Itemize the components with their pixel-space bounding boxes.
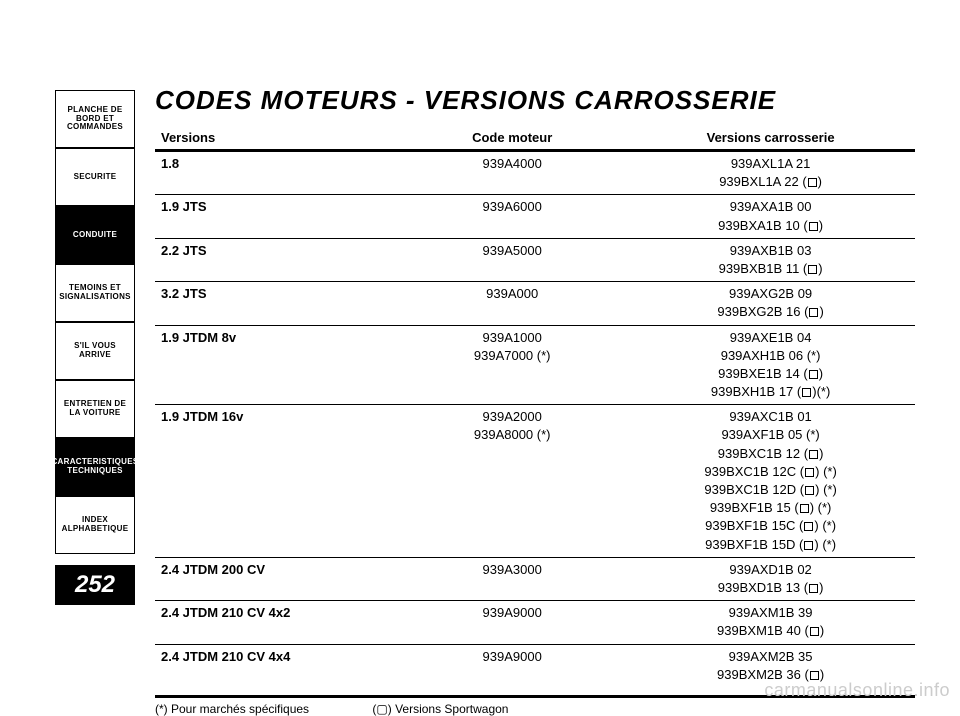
cell-code: 939A5000 [398,238,626,281]
sidebar-tabs: PLANCHE DE BORD ET COMMANDES SECURITE CO… [55,90,135,554]
cell-version: 2.4 JTDM 210 CV 4x4 [155,644,398,687]
cell-version: 2.4 JTDM 200 CV [155,557,398,600]
page-title: CODES MOTEURS - VERSIONS CARROSSERIE [155,85,915,116]
cell-code: 939A000 [398,282,626,325]
cell-version: 2.2 JTS [155,238,398,281]
col-carrosserie: Versions carrosserie [626,126,915,151]
cell-code: 939A4000 [398,151,626,195]
cell-version: 1.9 JTS [155,195,398,238]
tab-planche: PLANCHE DE BORD ET COMMANDES [55,90,135,148]
cell-carrosserie: 939AXD1B 02939BXD1B 13 () [626,557,915,600]
tab-caracteristiques: CARACTERISTIQUES TECHNIQUES [55,438,135,496]
cell-version: 1.9 JTDM 8v [155,325,398,405]
cell-version: 3.2 JTS [155,282,398,325]
cell-carrosserie: 939AXG2B 09939BXG2B 16 () [626,282,915,325]
tab-arrive: S'IL VOUS ARRIVE [55,322,135,380]
cell-carrosserie: 939AXL1A 21939BXL1A 22 () [626,151,915,195]
table-row: 3.2 JTS939A000939AXG2B 09939BXG2B 16 () [155,282,915,325]
spec-table: Versions Code moteur Versions carrosseri… [155,126,915,687]
col-versions: Versions [155,126,398,151]
cell-carrosserie: 939AXA1B 00939BXA1B 10 () [626,195,915,238]
table-row: 2.4 JTDM 210 CV 4x2939A9000939AXM1B 3993… [155,601,915,644]
tab-temoins: TEMOINS ET SIGNALISATIONS [55,264,135,322]
watermark: carmanualsonline.info [764,680,950,701]
cell-version: 2.4 JTDM 210 CV 4x2 [155,601,398,644]
cell-code: 939A3000 [398,557,626,600]
cell-carrosserie: 939AXM1B 39939BXM1B 40 () [626,601,915,644]
tab-securite: SECURITE [55,148,135,206]
cell-carrosserie: 939AXE1B 04939AXH1B 06 (*)939BXE1B 14 ()… [626,325,915,405]
cell-carrosserie: 939AXB1B 03939BXB1B 11 () [626,238,915,281]
table-row: 1.9 JTDM 8v939A1000939A7000 (*)939AXE1B … [155,325,915,405]
table-row: 2.4 JTDM 200 CV939A3000939AXD1B 02939BXD… [155,557,915,600]
page-number: 252 [55,565,135,605]
cell-carrosserie: 939AXC1B 01939AXF1B 05 (*)939BXC1B 12 ()… [626,405,915,558]
cell-code: 939A9000 [398,601,626,644]
cell-version: 1.8 [155,151,398,195]
cell-code: 939A6000 [398,195,626,238]
tab-index: INDEX ALPHABETIQUE [55,496,135,554]
table-row: 1.9 JTDM 16v939A2000939A8000 (*)939AXC1B… [155,405,915,558]
table-row: 2.2 JTS939A5000939AXB1B 03939BXB1B 11 () [155,238,915,281]
col-code: Code moteur [398,126,626,151]
cell-code: 939A2000939A8000 (*) [398,405,626,558]
tab-entretien: ENTRETIEN DE LA VOITURE [55,380,135,438]
cell-version: 1.9 JTDM 16v [155,405,398,558]
table-row: 1.9 JTS939A6000939AXA1B 00939BXA1B 10 () [155,195,915,238]
table-row: 1.8939A4000939AXL1A 21939BXL1A 22 () [155,151,915,195]
tab-conduite: CONDUITE [55,206,135,264]
cell-code: 939A9000 [398,644,626,687]
cell-code: 939A1000939A7000 (*) [398,325,626,405]
